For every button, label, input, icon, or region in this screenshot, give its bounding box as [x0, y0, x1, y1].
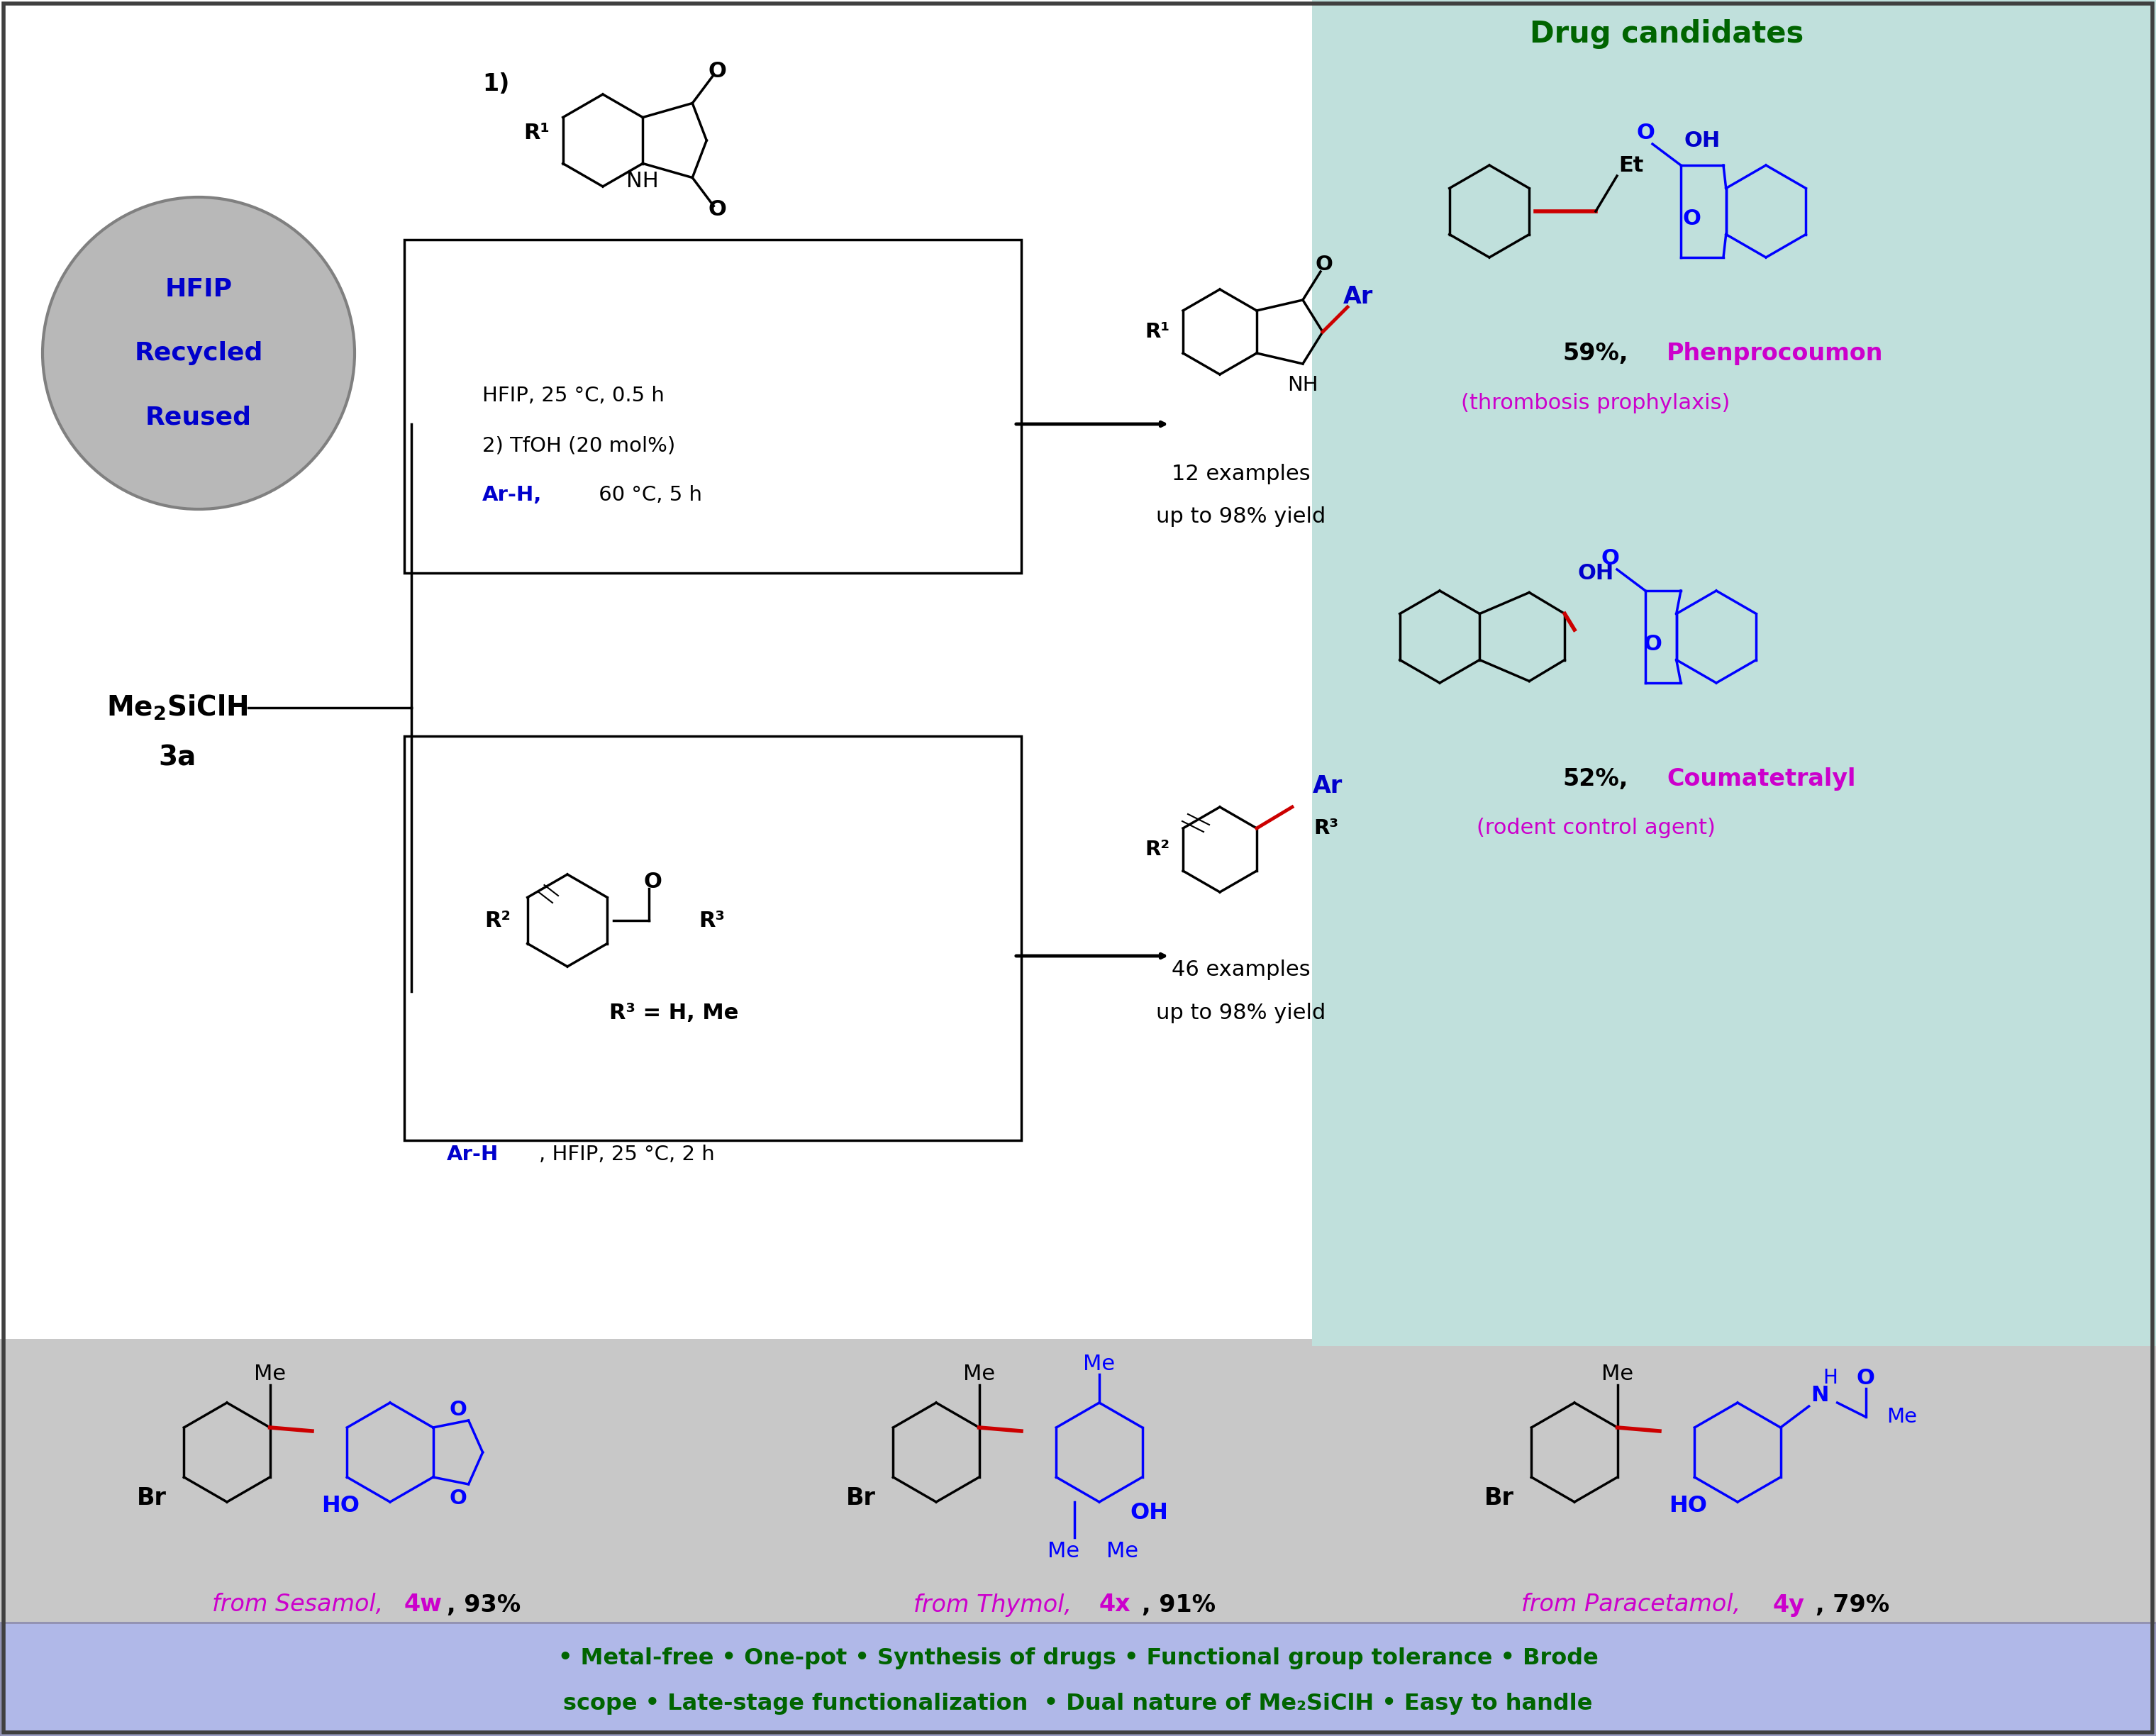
Text: 52%,: 52%, — [1563, 767, 1628, 790]
Text: Me: Me — [1048, 1542, 1080, 1562]
Text: O: O — [1600, 549, 1619, 569]
FancyBboxPatch shape — [0, 1623, 2156, 1736]
Text: 4w: 4w — [405, 1594, 442, 1616]
Text: $\mathbf{Me_2SiClH}$: $\mathbf{Me_2SiClH}$ — [106, 693, 248, 722]
Text: Br: Br — [845, 1486, 875, 1510]
FancyBboxPatch shape — [405, 240, 1022, 573]
FancyBboxPatch shape — [405, 736, 1022, 1141]
Text: HO: HO — [1669, 1495, 1708, 1517]
Text: , 91%: , 91% — [1143, 1594, 1216, 1616]
Text: • Metal-free • One-pot • Synthesis of drugs • Functional group tolerance • Brode: • Metal-free • One-pot • Synthesis of dr… — [558, 1647, 1598, 1668]
Text: Ar: Ar — [1343, 285, 1373, 307]
Text: , 79%: , 79% — [1815, 1594, 1889, 1616]
Text: up to 98% yield: up to 98% yield — [1156, 505, 1326, 526]
Text: from Sesamol,: from Sesamol, — [211, 1594, 384, 1616]
Text: Me: Me — [1602, 1364, 1634, 1385]
Text: (thrombosis prophylaxis): (thrombosis prophylaxis) — [1462, 392, 1731, 413]
Text: Me: Me — [254, 1364, 287, 1385]
Text: from Paracetamol,: from Paracetamol, — [1522, 1594, 1740, 1616]
Text: O: O — [448, 1399, 466, 1420]
Text: R²: R² — [1145, 840, 1171, 859]
FancyBboxPatch shape — [1313, 0, 2156, 1345]
Text: Br: Br — [138, 1486, 166, 1510]
Text: 46 examples: 46 examples — [1171, 960, 1311, 981]
Text: OH: OH — [1130, 1502, 1169, 1524]
Text: H: H — [1822, 1368, 1837, 1387]
Text: (rodent control agent): (rodent control agent) — [1477, 818, 1716, 838]
Text: Ar-H,: Ar-H, — [483, 484, 541, 505]
Circle shape — [43, 198, 354, 509]
Text: Phenprocoumon: Phenprocoumon — [1667, 342, 1884, 365]
Text: 59%,: 59%, — [1563, 342, 1628, 365]
FancyBboxPatch shape — [0, 1338, 2156, 1630]
Text: Ar-H: Ar-H — [446, 1144, 498, 1165]
Text: 1): 1) — [483, 71, 509, 95]
FancyBboxPatch shape — [0, 0, 2156, 1345]
Text: , 93%: , 93% — [446, 1594, 520, 1616]
Text: O: O — [1856, 1368, 1876, 1389]
Text: Me: Me — [1886, 1406, 1917, 1427]
Text: Coumatetralyl: Coumatetralyl — [1667, 767, 1856, 790]
Text: O: O — [707, 61, 727, 82]
Text: Drug candidates: Drug candidates — [1529, 19, 1805, 49]
Text: R²: R² — [485, 910, 511, 930]
Text: R³ = H, Me: R³ = H, Me — [610, 1002, 737, 1023]
Text: HFIP, 25 °C, 0.5 h: HFIP, 25 °C, 0.5 h — [483, 385, 664, 406]
Text: R³: R³ — [699, 910, 724, 930]
Text: NH: NH — [627, 170, 660, 191]
Text: Me: Me — [964, 1364, 996, 1385]
Text: Recycled: Recycled — [134, 340, 263, 365]
Text: OH: OH — [1578, 562, 1615, 583]
Text: 3a: 3a — [157, 745, 196, 771]
Text: O: O — [1682, 208, 1701, 229]
Text: up to 98% yield: up to 98% yield — [1156, 1002, 1326, 1023]
Text: O: O — [642, 871, 662, 892]
Text: 4y: 4y — [1772, 1594, 1805, 1616]
Text: O: O — [1315, 255, 1332, 274]
Text: O: O — [707, 200, 727, 220]
Text: R¹: R¹ — [524, 123, 550, 144]
Text: 60 °C, 5 h: 60 °C, 5 h — [593, 484, 703, 505]
Text: from Thymol,: from Thymol, — [914, 1594, 1072, 1616]
Text: Reused: Reused — [144, 404, 252, 429]
Text: O: O — [448, 1488, 466, 1509]
Text: Me: Me — [1082, 1354, 1115, 1373]
Text: O: O — [1636, 123, 1654, 144]
Text: Ar: Ar — [1313, 774, 1343, 797]
Text: 4x: 4x — [1100, 1594, 1132, 1616]
Text: Et: Et — [1619, 155, 1643, 175]
Text: R¹: R¹ — [1145, 321, 1171, 342]
Text: O: O — [1643, 634, 1662, 654]
Text: , HFIP, 25 °C, 2 h: , HFIP, 25 °C, 2 h — [539, 1144, 714, 1165]
Text: scope • Late-stage functionalization  • Dual nature of Me₂SiClH • Easy to handle: scope • Late-stage functionalization • D… — [563, 1693, 1593, 1715]
Text: NH: NH — [1287, 375, 1317, 396]
Text: HO: HO — [321, 1495, 360, 1517]
Text: R³: R³ — [1313, 818, 1339, 838]
Text: OH: OH — [1684, 130, 1720, 151]
Text: 2) TfOH (20 mol%): 2) TfOH (20 mol%) — [483, 436, 675, 455]
Text: N: N — [1811, 1385, 1828, 1406]
Text: HFIP: HFIP — [164, 278, 233, 302]
Text: 12 examples: 12 examples — [1171, 464, 1311, 484]
Text: Br: Br — [1485, 1486, 1514, 1510]
Text: Me: Me — [1106, 1542, 1138, 1562]
